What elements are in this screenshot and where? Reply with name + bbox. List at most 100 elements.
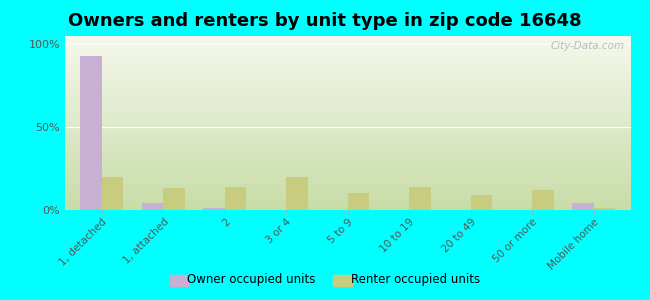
Bar [65,76,630,78]
Bar [65,127,630,128]
Bar [65,186,630,188]
Bar [65,158,630,160]
Text: Owners and renters by unit type in zip code 16648: Owners and renters by unit type in zip c… [68,12,582,30]
Bar [410,187,431,210]
Bar [572,203,593,210]
Bar [65,62,630,64]
Bar [65,200,630,201]
Bar [65,121,630,123]
Bar [65,78,630,80]
Bar [163,188,185,210]
Bar [65,83,630,85]
Bar [65,123,630,125]
Bar [65,50,630,52]
Bar [65,97,630,99]
Bar [65,156,630,158]
Bar [65,147,630,149]
Bar [532,190,554,210]
Bar [102,177,124,210]
Bar [65,111,630,112]
Bar [65,46,630,48]
Bar [65,118,630,119]
Bar [65,58,630,60]
Bar [65,201,630,203]
Bar [65,109,630,111]
Bar [65,86,630,88]
Bar [65,125,630,127]
Bar [65,85,630,86]
Bar [65,88,630,90]
Bar [65,67,630,69]
Bar [65,128,630,130]
Bar [65,180,630,182]
Bar [471,195,492,210]
Bar [65,142,630,144]
Bar [65,175,630,177]
Bar [65,173,630,175]
Bar [65,167,630,168]
Bar [65,146,630,147]
Bar [65,66,630,67]
Bar [65,116,630,118]
Bar [65,208,630,210]
Bar [65,80,630,81]
Bar [65,53,630,55]
Bar [65,95,630,97]
Bar [65,69,630,71]
Bar [348,194,369,210]
Bar [65,43,630,45]
Bar [65,139,630,140]
Bar [65,160,630,161]
Bar [65,196,630,198]
Bar [65,161,630,163]
Bar [65,92,630,93]
Bar [65,172,630,173]
Bar [65,144,630,146]
Bar [65,130,630,132]
Bar [65,45,630,46]
Bar [203,208,225,210]
Bar [65,73,630,74]
Legend: Owner occupied units, Renter occupied units: Owner occupied units, Renter occupied un… [165,269,485,291]
Bar [65,140,630,142]
Bar [65,154,630,156]
Bar [65,132,630,134]
Bar [65,81,630,83]
Bar [65,71,630,73]
Bar [65,99,630,100]
Bar [65,48,630,50]
Bar [65,134,630,135]
Bar [65,104,630,106]
Bar [65,41,630,43]
Bar [65,206,630,208]
Bar [65,151,630,153]
Bar [593,208,615,210]
Bar [65,189,630,191]
Bar [65,168,630,170]
Bar [65,119,630,121]
Bar [65,194,630,196]
Bar [65,184,630,186]
Bar [65,191,630,193]
Bar [65,179,630,180]
Bar [65,38,630,40]
Bar [81,56,102,210]
Bar [65,163,630,165]
Bar [65,55,630,57]
Bar [65,93,630,95]
Bar [65,74,630,76]
Bar [65,188,630,189]
Bar [65,205,630,206]
Bar [65,36,630,38]
Bar [65,112,630,114]
Bar [65,203,630,205]
Bar [65,102,630,104]
Text: City-Data.com: City-Data.com [551,41,625,51]
Bar [142,203,163,210]
Bar [225,187,246,210]
Bar [65,52,630,53]
Bar [65,153,630,154]
Bar [65,106,630,107]
Bar [65,149,630,151]
Bar [65,90,630,92]
